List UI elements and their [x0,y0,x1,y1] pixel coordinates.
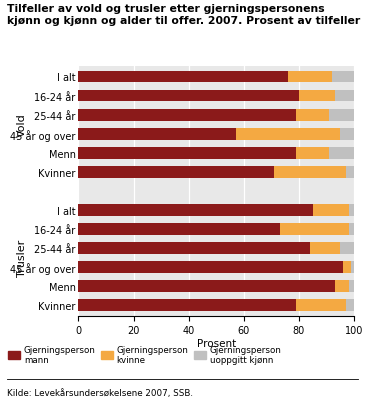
Text: Vold: Vold [17,113,27,136]
Bar [274,166,346,178]
Bar [78,128,235,140]
Bar [349,205,354,216]
Text: Trusler: Trusler [17,239,27,277]
Bar [296,109,329,121]
Bar [346,166,354,178]
Text: Kilde: Levekårsundersøkelsene 2007, SSB.: Kilde: Levekårsundersøkelsene 2007, SSB. [7,388,193,397]
Bar [78,90,299,102]
Bar [332,71,354,83]
Bar [313,205,349,216]
Bar [296,147,329,159]
Text: Tilfeller av vold og trusler etter gjerningspersonens
kjønn og kjønn og alder ti: Tilfeller av vold og trusler etter gjern… [7,4,361,26]
Bar [310,243,340,254]
X-axis label: Prosent: Prosent [197,338,236,348]
Bar [78,147,296,159]
Bar [78,243,310,254]
Legend: Gjerningsperson
mann, Gjerningsperson
kvinne, Gjerningsperson
uoppgitt kjønn: Gjerningsperson mann, Gjerningsperson kv… [8,345,281,364]
Bar [351,262,354,273]
Bar [78,281,335,292]
Bar [78,109,296,121]
Bar [288,71,332,83]
Bar [235,128,340,140]
Bar [329,147,354,159]
Bar [78,205,313,216]
Bar [335,90,354,102]
Bar [280,224,349,235]
Bar [349,224,354,235]
Bar [343,262,351,273]
Bar [78,262,343,273]
Bar [335,281,349,292]
Bar [78,224,280,235]
Bar [340,128,354,140]
Bar [346,300,354,311]
Bar [349,281,354,292]
Bar [296,300,346,311]
Bar [78,166,274,178]
Bar [78,300,296,311]
Bar [78,71,288,83]
Bar [329,109,354,121]
Bar [340,243,354,254]
Bar [299,90,335,102]
